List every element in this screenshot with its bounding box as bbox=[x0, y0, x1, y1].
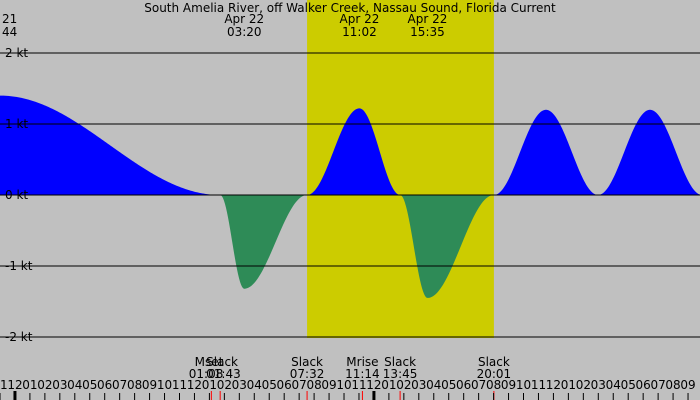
hour-label: 07 bbox=[471, 378, 486, 392]
event-name: Slack bbox=[384, 355, 416, 369]
extreme-time: 03:20 bbox=[227, 25, 262, 39]
hour-label: 12 bbox=[187, 378, 202, 392]
extreme-time: 15:35 bbox=[410, 25, 445, 39]
hour-label: 10 bbox=[157, 378, 172, 392]
hour-label: 12 bbox=[7, 378, 22, 392]
hour-label: 01 bbox=[561, 378, 576, 392]
extreme-time: 11:02 bbox=[342, 25, 377, 39]
hour-label: 03 bbox=[232, 378, 247, 392]
hour-label: 06 bbox=[456, 378, 471, 392]
y-tick-label: 0 kt bbox=[5, 188, 28, 202]
hour-label: 05 bbox=[621, 378, 636, 392]
extreme-date: Apr 22 bbox=[224, 12, 264, 26]
hour-label: 08 bbox=[306, 378, 321, 392]
hour-label: 06 bbox=[636, 378, 651, 392]
hour-label: 04 bbox=[247, 378, 262, 392]
hour-label: 11 bbox=[172, 378, 187, 392]
hour-label: 09 bbox=[321, 378, 336, 392]
hour-label: 06 bbox=[97, 378, 112, 392]
event-name: Mrise bbox=[346, 355, 378, 369]
event-name: Slack bbox=[291, 355, 323, 369]
hour-label: 11 bbox=[0, 378, 8, 392]
event-time: 13:45 bbox=[383, 367, 418, 381]
hour-label: 05 bbox=[262, 378, 277, 392]
y-axis-labels: 2 kt 1 kt 0 kt -1 kt -2 kt bbox=[5, 46, 33, 344]
hour-label: 09 bbox=[680, 378, 695, 392]
hour-label: 12 bbox=[546, 378, 561, 392]
hour-label: 04 bbox=[606, 378, 621, 392]
hour-label: 08 bbox=[127, 378, 142, 392]
hour-label: 03 bbox=[52, 378, 67, 392]
hour-label: 05 bbox=[82, 378, 97, 392]
hour-label: 02 bbox=[396, 378, 411, 392]
hour-label: 01 bbox=[202, 378, 217, 392]
flood-current-area bbox=[0, 95, 700, 195]
y-tick-label: -1 kt bbox=[5, 259, 33, 273]
hour-label: 11 bbox=[531, 378, 546, 392]
hour-label: 08 bbox=[665, 378, 680, 392]
hour-label: 04 bbox=[67, 378, 82, 392]
hour-label: 06 bbox=[277, 378, 292, 392]
event-labels: Mset01:08Slack01:43Slack07:32Mrise11:14S… bbox=[189, 355, 511, 400]
y-tick-label: 2 kt bbox=[5, 46, 28, 60]
extreme-date: Apr 22 bbox=[340, 12, 380, 26]
event-time: 20:01 bbox=[477, 367, 512, 381]
hour-label: 03 bbox=[411, 378, 426, 392]
event-time: 01:43 bbox=[206, 367, 241, 381]
hour-label: 04 bbox=[426, 378, 441, 392]
hour-label: 01 bbox=[22, 378, 37, 392]
hour-label: 10 bbox=[516, 378, 531, 392]
hour-label: 02 bbox=[576, 378, 591, 392]
extreme-time: 44 bbox=[2, 25, 17, 39]
hour-label: 07 bbox=[650, 378, 665, 392]
hour-label: 09 bbox=[501, 378, 516, 392]
y-tick-label: 1 kt bbox=[5, 117, 28, 131]
event-time: 11:14 bbox=[345, 367, 380, 381]
hour-label: 11 bbox=[351, 378, 366, 392]
hour-label: 01 bbox=[381, 378, 396, 392]
hour-label: 10 bbox=[336, 378, 351, 392]
event-time: 07:32 bbox=[290, 367, 325, 381]
event-name: Mset bbox=[195, 355, 224, 369]
hour-label: 03 bbox=[591, 378, 606, 392]
hour-label: 07 bbox=[292, 378, 307, 392]
hour-axis: 1112010203040506070809101112010203040506… bbox=[0, 378, 696, 400]
chart-title: South Amelia River, off Walker Creek, Na… bbox=[144, 1, 556, 15]
hour-label: 09 bbox=[142, 378, 157, 392]
hour-label: 02 bbox=[217, 378, 232, 392]
extreme-date: Apr 22 bbox=[408, 12, 448, 26]
event-name: Slack bbox=[206, 355, 238, 369]
extreme-date: 21 bbox=[2, 12, 17, 26]
hour-label: 05 bbox=[441, 378, 456, 392]
hour-label: 08 bbox=[486, 378, 501, 392]
event-name: Slack bbox=[478, 355, 510, 369]
hour-label: 02 bbox=[37, 378, 52, 392]
y-gridlines bbox=[0, 52, 700, 338]
event-time: 01:08 bbox=[189, 367, 224, 381]
hour-label: 12 bbox=[366, 378, 381, 392]
hour-label: 07 bbox=[112, 378, 127, 392]
y-tick-label: -2 kt bbox=[5, 330, 33, 344]
